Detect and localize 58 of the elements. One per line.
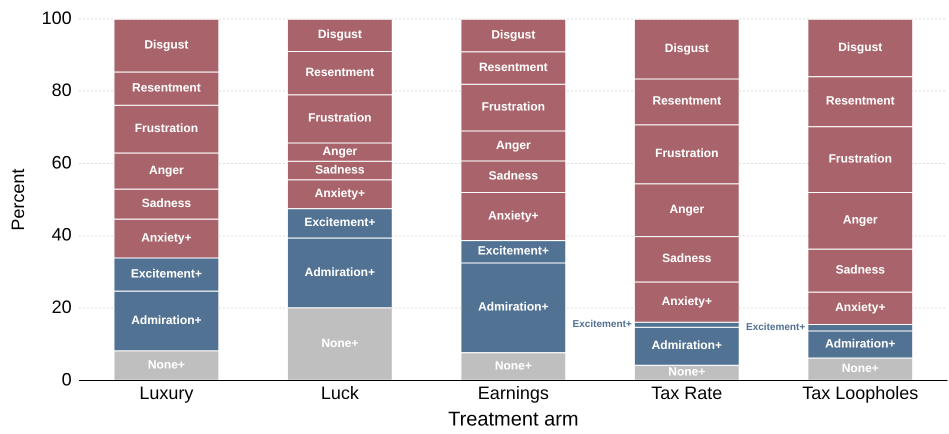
y-axis-title: Percent <box>8 168 28 231</box>
series-label: Frustration <box>482 100 545 114</box>
text: Sadness <box>836 262 885 277</box>
text: Excitement+ <box>304 215 376 230</box>
x-tick-label: Earnings <box>478 383 549 404</box>
text: Anger <box>149 162 184 177</box>
y-tick-label: 60 <box>52 152 72 172</box>
series-label: Disgust <box>318 27 362 42</box>
text: Sadness <box>662 251 712 266</box>
x-tick-label: Luck <box>320 383 360 404</box>
text: Disgust <box>491 27 536 42</box>
text: Excitement+ <box>130 266 202 280</box>
y-tick-label: 80 <box>52 80 72 100</box>
series-label: Anxiety+ <box>314 186 366 200</box>
x-tick-label: Luxury <box>139 383 194 404</box>
text: Admiration+ <box>304 264 376 279</box>
text: Admiration+ <box>478 300 548 314</box>
series-label: Resentment <box>478 60 548 74</box>
text: None+ <box>148 357 185 372</box>
text: Frustration <box>308 110 372 125</box>
text: None+ <box>842 361 879 376</box>
text: Admiration+ <box>131 312 202 327</box>
series-label: Admiration+ <box>825 336 896 350</box>
text: Resentment <box>826 94 895 108</box>
text: Anxiety+ <box>662 294 712 308</box>
x-tick-label: Tax Loopholes <box>802 383 918 404</box>
text: Frustration <box>828 151 892 166</box>
text: Frustration <box>655 146 718 160</box>
text: Sadness <box>488 168 538 183</box>
text: Excitement+ <box>572 319 632 330</box>
text: Disgust <box>838 40 882 54</box>
text: Admiration+ <box>652 338 722 352</box>
text: Anger <box>842 212 878 227</box>
text: Frustration <box>134 121 198 136</box>
text: Anxiety+ <box>835 300 886 314</box>
y-tick-label: 0 <box>62 369 72 390</box>
x-tick-label: Tax Rate <box>651 383 722 404</box>
y-tick-label: 40 <box>52 224 72 245</box>
series-label: Sadness <box>315 162 365 176</box>
text: Excitement+ <box>746 322 806 333</box>
series-label: Excitement+ <box>478 244 549 258</box>
y-tick-label: 100 <box>42 8 72 28</box>
series-label: Anger <box>322 144 358 158</box>
text: Disgust <box>664 40 709 55</box>
series-label: None+ <box>668 364 706 379</box>
text: None+ <box>321 336 358 350</box>
text: Resentment <box>652 94 722 108</box>
text: Anger <box>496 138 531 152</box>
text: Anxiety+ <box>141 230 192 244</box>
text: Resentment <box>306 64 374 79</box>
text: Anger <box>669 202 704 216</box>
text: None+ <box>494 358 532 372</box>
text: Anxiety+ <box>488 208 538 222</box>
text: Sadness <box>142 196 192 210</box>
y-tick-label: 20 <box>52 297 72 318</box>
text: Disgust <box>144 38 188 52</box>
text: Resentment <box>132 80 201 95</box>
x-axis-title: Treatment arm <box>448 408 579 431</box>
